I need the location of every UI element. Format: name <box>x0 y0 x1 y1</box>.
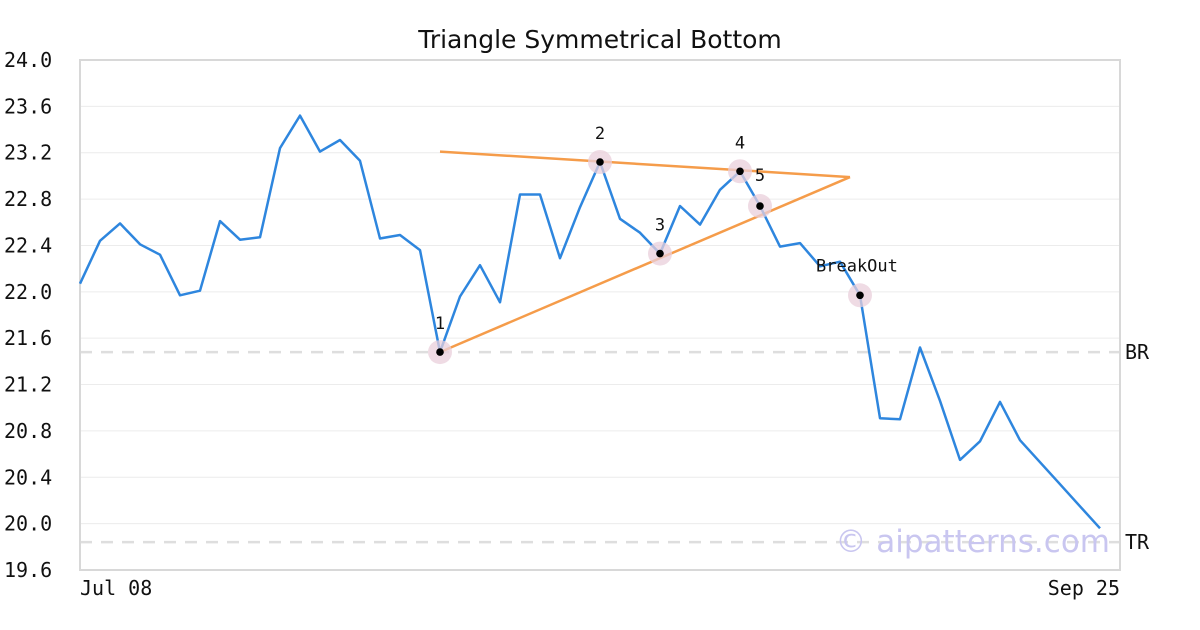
pattern-point-label: 5 <box>755 166 765 186</box>
pattern-point-label: BreakOut <box>816 256 898 276</box>
pattern-point-marker <box>856 291 864 300</box>
x-tick-label: Sep 25 <box>1048 576 1120 600</box>
reference-line-label: TR <box>1125 530 1150 554</box>
pattern-point-marker <box>596 158 604 166</box>
y-tick-label: 22.8 <box>4 187 52 211</box>
y-tick-label: 20.0 <box>4 512 52 536</box>
pattern-points: 1 2 3 45 BreakOut <box>428 124 898 365</box>
pattern-point-label: 2 <box>595 124 605 144</box>
y-tick-label: 21.2 <box>4 373 52 397</box>
y-tick-label: 22.0 <box>4 280 52 304</box>
x-axis-ticks: Jul 08 Sep 25 <box>80 576 1120 600</box>
x-tick-label: Jul 08 <box>80 576 152 600</box>
y-tick-label: 21.6 <box>4 326 52 350</box>
reference-lines: BR TR <box>80 340 1150 554</box>
pattern-point-marker <box>756 202 764 210</box>
y-tick-label: 23.2 <box>4 141 52 165</box>
pattern-point-label: 1 <box>435 314 445 334</box>
y-axis-ticks: 24.0 23.6 23.2 22.8 22.4 22.0 21.6 21.2 20.8 20.4… <box>4 48 52 582</box>
y-tick-label: 20.4 <box>4 465 52 489</box>
y-tick-label: 24.0 <box>4 48 52 72</box>
series-line <box>78 114 1101 530</box>
trendline <box>439 150 851 179</box>
y-tick-label: 19.6 <box>4 558 52 582</box>
plot-frame <box>79 59 1121 571</box>
reference-line-label: BR <box>1125 340 1150 364</box>
y-tick-label: 22.4 <box>4 233 52 257</box>
y-tick-label: 20.8 <box>4 419 52 443</box>
pattern-point-label: 4 <box>735 133 745 153</box>
price-series <box>78 114 1101 530</box>
trendline <box>439 175 851 354</box>
pattern-point-marker <box>736 167 744 176</box>
pattern-point-marker <box>436 348 444 356</box>
y-tick-label: 23.6 <box>4 94 52 118</box>
watermark-text: © aipatterns.com <box>835 524 1110 560</box>
triangle-trendlines <box>439 150 851 354</box>
pattern-point-marker <box>656 249 664 258</box>
chart-title: Triangle Symmetrical Bottom <box>417 25 782 54</box>
pattern-point-label: 3 <box>655 216 665 236</box>
